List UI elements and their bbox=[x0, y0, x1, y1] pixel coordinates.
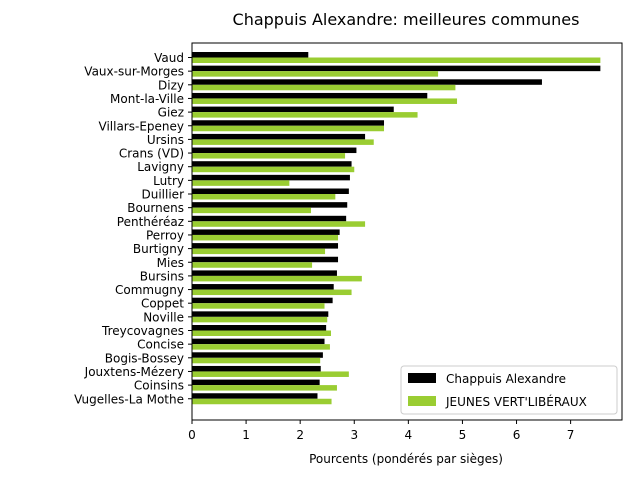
x-axis-label: Pourcents (pondérés par sièges) bbox=[309, 452, 503, 466]
bar-jvl-burtigny bbox=[192, 248, 326, 255]
bar-jvl-noville bbox=[192, 316, 328, 323]
bar-jvl-lavigny bbox=[192, 166, 355, 173]
y-tick-label: Perroy bbox=[146, 228, 184, 242]
x-axis-ticks: 0 1 2 3 4 5 6 7 bbox=[188, 420, 574, 442]
y-tick-label: Coppet bbox=[141, 297, 184, 311]
bar-chappuis-coppet bbox=[192, 297, 333, 304]
bar-chappuis-vugelles-la-mothe bbox=[192, 393, 318, 399]
legend-swatch-jvl bbox=[408, 396, 436, 406]
bar-chappuis-dizy bbox=[192, 79, 542, 85]
legend-label-chappuis: Chappuis Alexandre bbox=[446, 372, 566, 386]
bar-jvl-vugelles-la-mothe bbox=[192, 398, 332, 405]
bar-jvl-vaux-sur-morges bbox=[192, 71, 439, 77]
x-tick-label: 4 bbox=[405, 428, 413, 442]
bar-chappuis-villars-epeney bbox=[192, 120, 385, 126]
y-tick-label: Vaux-sur-Morges bbox=[84, 65, 184, 79]
x-tick-label: 0 bbox=[188, 428, 196, 442]
bar-chappuis-coinsins bbox=[192, 379, 320, 386]
bar-jvl-giez bbox=[192, 112, 418, 118]
x-tick-label: 3 bbox=[350, 428, 358, 442]
bar-jvl-treycovagnes bbox=[192, 330, 332, 336]
bar-jvl-coinsins bbox=[192, 385, 337, 391]
x-tick-label: 6 bbox=[513, 428, 521, 442]
bar-chappuis-jouxtens-mezery bbox=[192, 365, 321, 372]
bar-chappuis-ursins bbox=[192, 133, 366, 140]
y-tick-label: Commugny bbox=[115, 283, 184, 297]
y-tick-label: Vugelles-La Mothe bbox=[74, 392, 184, 406]
bar-chappuis-noville bbox=[192, 311, 329, 317]
bar-chappuis-penthereaz bbox=[192, 215, 347, 222]
y-tick-label: Ursins bbox=[147, 133, 184, 147]
bar-chappuis-crans-vd bbox=[192, 147, 357, 154]
y-tick-label: Bogis-Bossey bbox=[105, 351, 184, 365]
y-tick-label: Noville bbox=[143, 310, 184, 324]
bar-jvl-crans-vd bbox=[192, 153, 346, 159]
bar-jvl-mont-la-ville bbox=[192, 98, 458, 104]
bar-jvl-perroy bbox=[192, 234, 339, 241]
y-tick-label: Treycovagnes bbox=[101, 324, 184, 338]
x-tick-label: 2 bbox=[296, 428, 304, 442]
y-tick-label: Vaud bbox=[154, 51, 184, 65]
x-tick-label: 1 bbox=[242, 428, 250, 442]
y-tick-label: Giez bbox=[158, 106, 184, 120]
bar-chappuis-vaud bbox=[192, 52, 309, 58]
bar-chappuis-perroy bbox=[192, 229, 340, 235]
bar-chappuis-duillier bbox=[192, 188, 349, 194]
bar-chappuis-mont-la-ville bbox=[192, 92, 428, 99]
bar-chappuis-treycovagnes bbox=[192, 325, 327, 331]
y-tick-label: Burtigny bbox=[133, 242, 184, 256]
bar-jvl-ursins bbox=[192, 139, 374, 145]
y-tick-label: Concise bbox=[137, 338, 184, 352]
plot-frame bbox=[191, 42, 623, 421]
y-tick-label: Mont-la-Ville bbox=[110, 92, 184, 106]
y-tick-label: Jouxtens-Mézery bbox=[84, 365, 184, 379]
bar-chappuis-mies bbox=[192, 256, 339, 263]
bar-jvl-coppet bbox=[192, 303, 325, 309]
bar-chappuis-commugny bbox=[192, 284, 334, 290]
bar-chappuis-lavigny bbox=[192, 161, 352, 167]
bar-jvl-dizy bbox=[192, 84, 456, 91]
bar-chappuis-lutry bbox=[192, 174, 350, 181]
bars bbox=[192, 52, 601, 405]
bar-chappuis-bursins bbox=[192, 270, 337, 276]
y-tick-label: Crans (VD) bbox=[119, 147, 184, 161]
bar-jvl-duillier bbox=[192, 194, 336, 200]
bar-chappuis-burtigny bbox=[192, 243, 339, 249]
legend: Chappuis Alexandre JEUNES VERT'LIBÉRAUX bbox=[400, 365, 618, 415]
chart-title: Chappuis Alexandre: meilleures communes bbox=[233, 10, 580, 29]
bar-chappuis-concise bbox=[192, 338, 325, 345]
legend-label-jvl: JEUNES VERT'LIBÉRAUX bbox=[445, 394, 587, 409]
y-tick-label: Penthéréaz bbox=[117, 215, 184, 229]
y-tick-label: Villars-Epeney bbox=[99, 119, 185, 133]
bar-jvl-commugny bbox=[192, 289, 352, 296]
bar-chappuis-vaux-sur-morges bbox=[192, 65, 601, 72]
bar-jvl-vaud bbox=[192, 57, 601, 63]
y-tick-label: Mies bbox=[157, 256, 184, 270]
y-tick-label: Coinsins bbox=[134, 379, 184, 393]
x-tick-label: 7 bbox=[567, 428, 575, 442]
bar-jvl-penthereaz bbox=[192, 221, 366, 227]
y-tick-label: Bursins bbox=[140, 269, 184, 283]
bar-jvl-jouxtens-mezery bbox=[192, 371, 349, 377]
bar-jvl-concise bbox=[192, 344, 330, 350]
legend-swatch-chappuis bbox=[408, 373, 436, 383]
bar-chappuis-bournens bbox=[192, 202, 348, 208]
legend-box bbox=[400, 365, 618, 415]
y-tick-label: Dizy bbox=[158, 78, 184, 92]
y-axis-ticks: VaudVaux-sur-MorgesDizyMont-la-VilleGiez… bbox=[74, 51, 192, 406]
bar-jvl-villars-epeney bbox=[192, 125, 385, 132]
bar-jvl-bogis-bossey bbox=[192, 357, 321, 364]
bar-jvl-bournens bbox=[192, 207, 311, 214]
x-tick-label: 5 bbox=[459, 428, 467, 442]
bar-jvl-lutry bbox=[192, 180, 290, 186]
bar-jvl-mies bbox=[192, 262, 313, 268]
y-tick-label: Duillier bbox=[142, 188, 185, 202]
bar-chappuis-giez bbox=[192, 106, 394, 113]
bar-chappuis-bogis-bossey bbox=[192, 352, 323, 358]
y-tick-label: Bournens bbox=[127, 201, 184, 215]
y-tick-label: Lutry bbox=[153, 174, 184, 188]
y-tick-label: Lavigny bbox=[137, 160, 184, 174]
bar-jvl-bursins bbox=[192, 275, 362, 282]
